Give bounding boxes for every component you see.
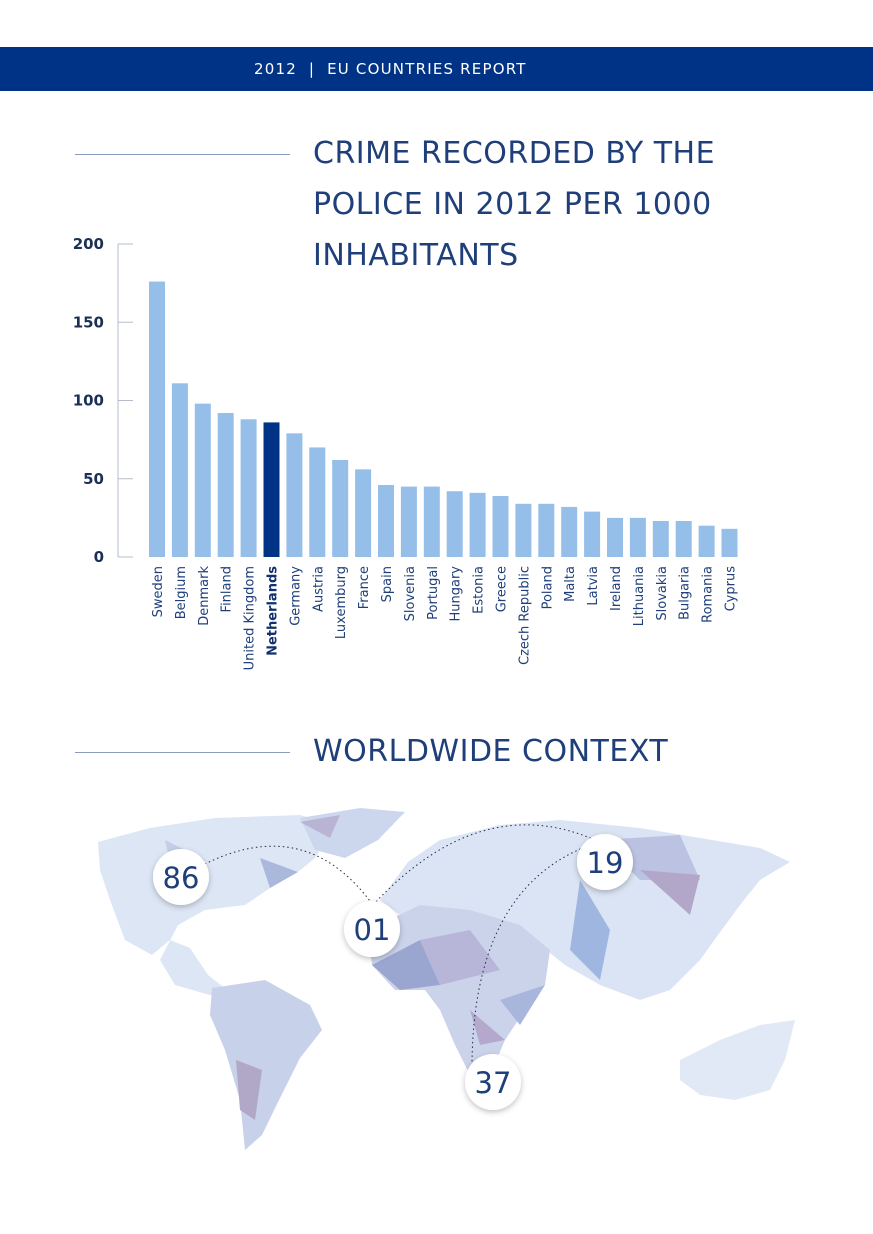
south-america-shape <box>210 980 322 1150</box>
x-tick-label: Greece <box>495 566 510 612</box>
x-tick-label: Cyprus <box>724 566 739 612</box>
x-tick-label: Estonia <box>472 566 487 614</box>
x-tick-label: Poland <box>540 566 555 609</box>
bar <box>698 525 715 557</box>
bar <box>355 469 372 557</box>
y-tick-label: 0 <box>94 548 104 566</box>
bar <box>194 403 211 557</box>
marker-01: 01 <box>344 901 400 957</box>
bar <box>400 486 417 557</box>
header-band: 2012 | EU COUNTRIES REPORT <box>0 47 873 91</box>
bar <box>240 419 257 557</box>
arc-86-01 <box>184 845 374 906</box>
x-tick-label: Latvia <box>586 566 601 606</box>
x-tick-label: Lithuania <box>632 566 647 626</box>
marker-19-label: 19 <box>587 846 624 880</box>
x-tick-label: Austria <box>311 566 326 612</box>
x-tick-label: Denmark <box>197 566 212 626</box>
marker-86-label: 86 <box>163 861 200 895</box>
x-tick-label: Sweden <box>151 566 166 617</box>
x-tick-label: France <box>357 566 372 609</box>
bar <box>446 491 463 557</box>
y-tick-label: 200 <box>73 235 104 253</box>
world-title: WORLDWIDE CONTEXT <box>313 734 669 769</box>
chart-title-line-2: POLICE IN 2012 PER 1000 <box>313 187 712 222</box>
bar <box>652 521 669 557</box>
x-tick-label: Romania <box>701 566 716 623</box>
x-tick-label: Malta <box>563 566 578 602</box>
x-tick-label: Hungary <box>449 566 464 622</box>
arc-37-19 <box>471 844 591 1076</box>
x-tick-label: Slovenia <box>403 566 418 621</box>
x-tick-label: Spain <box>380 566 395 602</box>
bar <box>538 503 555 557</box>
bar <box>217 413 234 557</box>
bar <box>675 521 692 557</box>
bar <box>561 506 578 557</box>
bar <box>309 447 326 557</box>
x-tick-label: Germany <box>288 566 303 626</box>
bar <box>263 422 280 557</box>
x-tick-label: Bulgaria <box>678 566 693 620</box>
bar <box>286 433 303 557</box>
bar <box>332 459 349 557</box>
y-tick-label: 50 <box>83 470 104 488</box>
marker-86: 86 <box>153 849 209 905</box>
bar <box>171 383 188 557</box>
map-continents <box>98 808 795 1150</box>
bar <box>629 517 646 557</box>
header-title: 2012 | EU COUNTRIES REPORT <box>254 60 527 78</box>
bar <box>607 517 623 557</box>
x-tick-label: Portugal <box>426 566 441 620</box>
y-tick-label: 100 <box>73 392 104 410</box>
bar <box>515 503 532 557</box>
x-tick-label: Ireland <box>609 566 624 611</box>
x-tick-label: Netherlands <box>266 566 281 656</box>
australia-shape <box>680 1020 795 1100</box>
map-connections <box>184 824 596 1076</box>
bar <box>469 492 486 557</box>
chart-title-line-1: CRIME RECORDED BY THE <box>313 136 716 171</box>
chart-section-rule <box>75 154 290 155</box>
x-tick-label: Belgium <box>174 566 189 619</box>
bar <box>149 281 165 557</box>
world-section-rule <box>75 752 290 753</box>
x-tick-label: Luxemburg <box>334 566 349 639</box>
marker-37-label: 37 <box>475 1066 512 1100</box>
x-tick-label: Czech Republic <box>517 566 532 665</box>
bar <box>492 495 509 557</box>
north-america-shape <box>98 815 335 1000</box>
x-tick-label: Slovakia <box>655 566 670 621</box>
x-tick-label: Finland <box>220 566 235 612</box>
bar <box>423 486 440 557</box>
bar <box>584 511 601 557</box>
marker-37: 37 <box>465 1054 521 1110</box>
chart-title-line-3: INHABITANTS <box>313 238 519 273</box>
bar <box>378 485 394 557</box>
x-tick-label: United Kingdom <box>243 566 258 670</box>
bar-chart: 0 50 100 150 200 Sweden Belgium Denmark Finland U… <box>73 235 739 670</box>
marker-01-label: 01 <box>354 913 391 947</box>
y-tick-label: 150 <box>73 313 104 331</box>
bar <box>721 528 738 557</box>
marker-19: 19 <box>577 834 633 890</box>
